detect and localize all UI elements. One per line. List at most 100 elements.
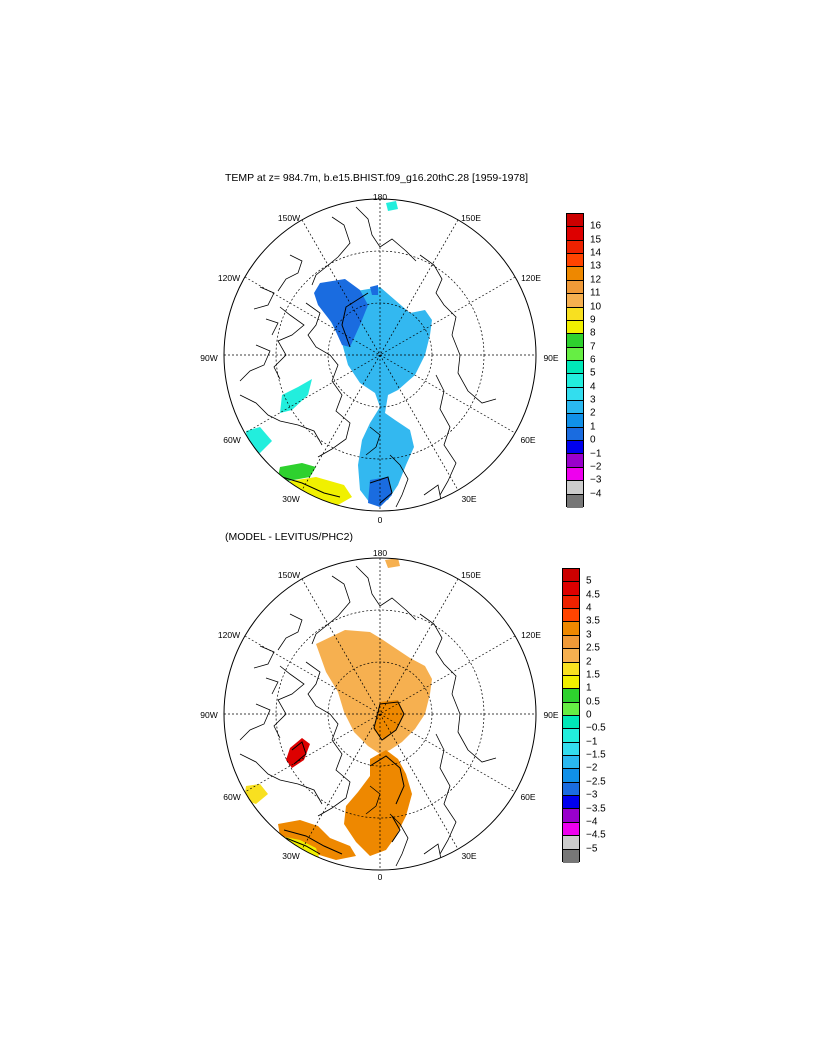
lon-label-60e: 60E: [520, 435, 536, 445]
lon-label-30w: 30W: [282, 494, 300, 504]
contour-lines: [283, 701, 405, 855]
top-colorbar-swatch: [567, 414, 583, 428]
top-colorbar-swatch: [567, 294, 583, 308]
map-boundary: [223, 557, 537, 871]
top-colorbar-swatch: [567, 467, 583, 482]
lon-label-0: 0: [377, 872, 383, 882]
lon-label-180: 180: [372, 192, 388, 202]
top-colorbar-swatch: [567, 214, 583, 228]
bottom-colorbar-swatch: [563, 742, 579, 757]
bottom-colorbar-swatch: [563, 809, 579, 823]
top-colorbar-swatch: [567, 494, 583, 508]
bottom-colorbar-tick-label: −1: [586, 736, 598, 748]
lon-label-30e: 30E: [461, 494, 477, 504]
bottom-colorbar-tick-label: 5: [586, 575, 592, 587]
top-colorbar-tick-label: −2: [590, 461, 602, 473]
bottom-colorbar-swatch: [563, 729, 579, 743]
top-colorbar-swatches: [566, 213, 584, 508]
lon-label-90e: 90E: [543, 710, 559, 720]
bottom-colorbar-tick-label: 2: [586, 656, 592, 668]
top-panel-title: TEMP at z= 984.7m, b.e15.BHIST.f09_g16.2…: [225, 172, 529, 184]
bottom-colorbar-tick-label: −1.5: [586, 749, 606, 761]
top-colorbar-tick-label: 2: [590, 407, 596, 419]
top-colorbar-tick-label: −1: [590, 448, 602, 460]
bottom-colorbar-swatch: [563, 756, 579, 770]
top-colorbar-swatch: [567, 454, 583, 468]
top-colorbar-tick-label: 6: [590, 354, 596, 366]
bottom-colorbar-tick-label: −2.5: [586, 776, 606, 788]
bottom-colorbar-swatch: [563, 675, 579, 690]
bottom-colorbar-tick-label: 1.5: [586, 669, 600, 681]
bottom-colorbar-tick-label: 3.5: [586, 615, 600, 627]
lon-label-90e: 90E: [543, 353, 559, 363]
top-colorbar-tick-label: 5: [590, 367, 596, 379]
lon-label-150w: 150W: [277, 213, 301, 223]
lon-label-150e: 150E: [461, 213, 481, 223]
bottom-colorbar-swatch: [563, 622, 579, 636]
top-colorbar-tick-label: −4: [590, 488, 602, 500]
bottom-colorbar-tick-label: 4.5: [586, 589, 600, 601]
bottom-colorbar-swatch: [563, 635, 579, 650]
bottom-colorbar-swatch: [563, 662, 579, 676]
top-colorbar-tick-label: 7: [590, 341, 596, 353]
top-colorbar-swatch: [567, 387, 583, 402]
lon-label-0: 0: [377, 515, 383, 525]
bottom-colorbar-swatch: [563, 689, 579, 703]
bottom-colorbar-tick-label: −5: [586, 843, 598, 855]
lon-label-120w: 120W: [217, 630, 241, 640]
bottom-colorbar-tick-label: 0: [586, 709, 592, 721]
top-colorbar-tick-label: 4: [590, 381, 596, 393]
bottom-colorbar-tick-label: −4.5: [586, 829, 606, 841]
lon-label-150w: 150W: [277, 570, 301, 580]
top-colorbar-tick-label: 3: [590, 394, 596, 406]
bottom-colorbar-tick-label: 3: [586, 629, 592, 641]
lon-label-60w: 60W: [223, 792, 241, 802]
bottom-colorbar-tick-label: −0.5: [586, 722, 606, 734]
top-colorbar-swatch: [567, 254, 583, 268]
top-colorbar-swatch: [567, 267, 583, 281]
top-polar-map: [223, 198, 537, 512]
bottom-colorbar-swatch: [563, 569, 579, 583]
bottom-colorbar-swatch: [563, 582, 579, 596]
bottom-panel-title: (MODEL - LEVITUS/PHC2): [225, 531, 353, 543]
bottom-colorbar-swatch: [563, 702, 579, 716]
lon-label-30w: 30W: [282, 851, 300, 861]
bottom-colorbar-swatches: [562, 568, 580, 863]
top-colorbar-tick-label: 1: [590, 421, 596, 433]
bottom-colorbar-swatch: [563, 595, 579, 610]
map-boundary: [223, 198, 537, 512]
lon-label-120e: 120E: [521, 273, 541, 283]
top-colorbar-tick-label: 0: [590, 434, 596, 446]
bottom-colorbar-tick-label: 2.5: [586, 642, 600, 654]
graticule: [224, 199, 536, 511]
bottom-colorbar-tick-label: 4: [586, 602, 592, 614]
top-colorbar-swatch: [567, 427, 583, 442]
top-colorbar-swatch: [567, 307, 583, 321]
top-colorbar-swatch: [567, 347, 583, 361]
top-colorbar-swatch: [567, 481, 583, 495]
top-colorbar-swatch: [567, 441, 583, 455]
bottom-colorbar-swatch: [563, 609, 579, 623]
graticule: [224, 558, 536, 870]
bottom-colorbar-tick-label: −3: [586, 789, 598, 801]
bottom-colorbar-swatch: [563, 849, 579, 863]
difference-field: [244, 558, 432, 860]
top-colorbar-tick-label: 8: [590, 327, 596, 339]
lon-label-30e: 30E: [461, 851, 477, 861]
top-colorbar-swatch: [567, 280, 583, 295]
temperature-field: [246, 201, 432, 507]
bottom-polar-map: [223, 557, 537, 871]
bottom-colorbar-swatch: [563, 782, 579, 797]
lon-label-120w: 120W: [217, 273, 241, 283]
top-colorbar-tick-label: 16: [590, 220, 602, 232]
top-colorbar-swatch: [567, 360, 583, 375]
bottom-colorbar-tick-label: 0.5: [586, 696, 600, 708]
bottom-colorbar-swatch: [563, 769, 579, 783]
bottom-colorbar-tick-label: −2: [586, 762, 598, 774]
top-colorbar-tick-label: 11: [590, 287, 601, 299]
lon-label-90w: 90W: [200, 353, 218, 363]
top-colorbar-tick-label: 13: [590, 260, 602, 272]
top-colorbar-swatch: [567, 227, 583, 241]
bottom-colorbar-swatch: [563, 649, 579, 663]
top-colorbar-swatch: [567, 401, 583, 415]
